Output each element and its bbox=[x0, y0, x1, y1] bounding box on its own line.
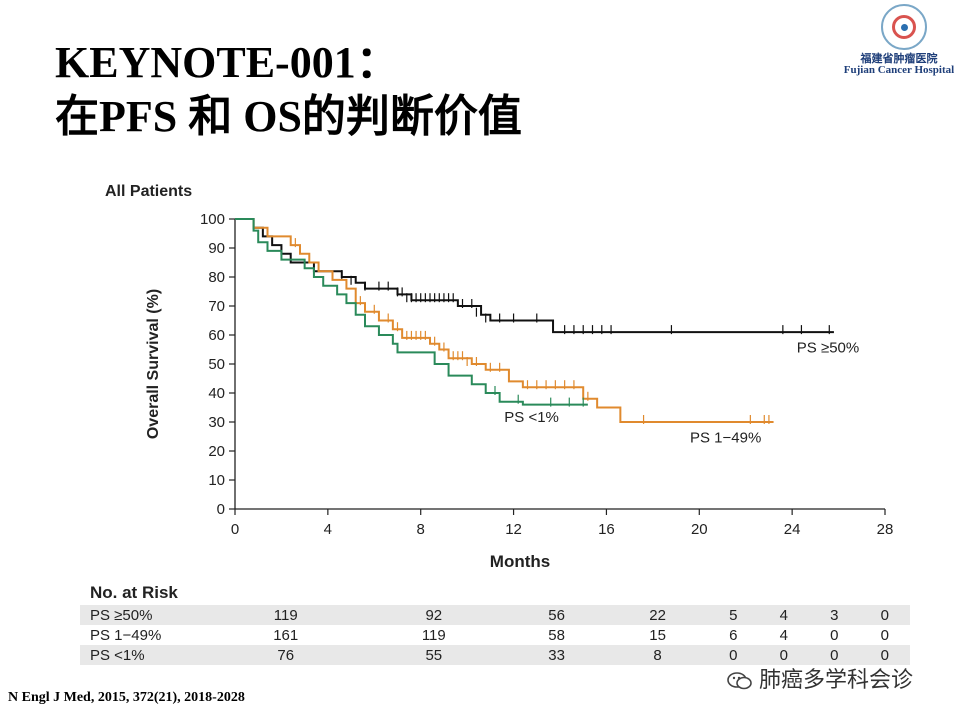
watermark: 肺癌多学科会诊 bbox=[727, 662, 913, 694]
title-line-1: KEYNOTE-001： bbox=[55, 38, 400, 87]
chart-title: All Patients bbox=[105, 183, 192, 200]
risk-cell: 55 bbox=[361, 645, 507, 665]
risk-cell: 119 bbox=[210, 605, 362, 625]
y-tick-label: 100 bbox=[200, 211, 225, 228]
risk-cell: 0 bbox=[880, 626, 889, 644]
risk-cell: 0 bbox=[809, 645, 860, 665]
series-line-0 bbox=[235, 218, 834, 334]
logo-english-name: Fujian Cancer Hospital bbox=[843, 64, 955, 76]
risk-cell: 8 bbox=[607, 645, 709, 665]
risk-cell: 0 bbox=[708, 645, 759, 665]
y-tick-label: 20 bbox=[208, 443, 225, 460]
y-tick-label: 30 bbox=[208, 414, 225, 431]
km-survival-chart: All Patients 0 10 20 30 40 50 60 70 80 90 100 0 4 8 12 1… bbox=[105, 183, 894, 571]
y-tick-label: 70 bbox=[208, 298, 225, 315]
risk-cell: 22 bbox=[607, 605, 709, 625]
x-tick-label: 20 bbox=[691, 521, 708, 538]
risk-table: PS ≥50% 119 92 56 22 5 4 3 0 PS 1−49% 161 119 58 15 6 4… bbox=[80, 605, 910, 665]
risk-row: PS 1−49% 161 119 58 15 6 4 0 0 bbox=[80, 625, 910, 645]
risk-cell: 119 bbox=[421, 626, 446, 644]
x-tick-label: 8 bbox=[417, 521, 425, 538]
risk-cell: 5 bbox=[708, 605, 759, 625]
hospital-emblem-icon bbox=[881, 4, 927, 50]
wechat-icon bbox=[727, 672, 752, 690]
y-tick-label: 80 bbox=[208, 269, 225, 286]
risk-cell: 58 bbox=[548, 626, 565, 644]
x-tick-label: 28 bbox=[877, 521, 894, 538]
title-line-2: 在PFS 和 OS的判断价值 bbox=[55, 92, 522, 141]
risk-cell: 0 bbox=[859, 605, 910, 625]
y-tick-label: 50 bbox=[208, 356, 225, 373]
series-label-1: PS 1−49% bbox=[690, 429, 761, 446]
y-axis-label: Overall Survival (%) bbox=[145, 289, 162, 439]
y-tick-label: 0 bbox=[217, 501, 225, 518]
y-tick-label: 90 bbox=[208, 240, 225, 257]
risk-cell: 92 bbox=[361, 605, 507, 625]
series-line-2 bbox=[235, 218, 588, 406]
risk-cell: 6 bbox=[729, 626, 738, 644]
risk-row-label: PS ≥50% bbox=[80, 605, 210, 625]
risk-cell: 33 bbox=[506, 645, 608, 665]
hospital-logo: 福建省肿瘤医院 Fujian Cancer Hospital bbox=[840, 2, 958, 82]
risk-table-title: No. at Risk bbox=[90, 583, 178, 602]
y-tick-label: 60 bbox=[208, 327, 225, 344]
x-tick-label: 0 bbox=[231, 521, 239, 538]
series-label-0: PS ≥50% bbox=[797, 339, 859, 356]
risk-row-label: PS 1−49% bbox=[90, 626, 162, 644]
risk-cell: 56 bbox=[506, 605, 608, 625]
risk-cell: 161 bbox=[273, 626, 299, 644]
x-tick-label: 24 bbox=[784, 521, 801, 538]
logo-chinese-name: 福建省肿瘤医院 bbox=[860, 52, 938, 65]
citation: N Engl J Med, 2015, 372(21), 2018-2028 bbox=[8, 690, 245, 705]
y-tick-label: 10 bbox=[208, 472, 225, 489]
risk-cell: 0 bbox=[830, 626, 839, 644]
risk-cell: 4 bbox=[779, 626, 788, 644]
risk-cell: 0 bbox=[758, 645, 809, 665]
x-tick-label: 4 bbox=[324, 521, 332, 538]
watermark-text: 肺癌多学科会诊 bbox=[759, 667, 914, 692]
series-line-1 bbox=[235, 218, 774, 423]
x-tick-label: 16 bbox=[598, 521, 615, 538]
risk-cell: 4 bbox=[758, 605, 809, 625]
risk-row-label: PS <1% bbox=[80, 645, 210, 665]
risk-row: PS ≥50% 119 92 56 22 5 4 3 0 bbox=[80, 605, 910, 625]
slide-title: KEYNOTE-001： 在PFS 和 OS的判断价值 bbox=[55, 36, 522, 144]
x-tick-label: 12 bbox=[505, 521, 522, 538]
x-axis-label: Months bbox=[490, 552, 550, 571]
risk-cell: 3 bbox=[809, 605, 860, 625]
risk-cell: 0 bbox=[859, 645, 910, 665]
risk-cell: 76 bbox=[210, 645, 362, 665]
series-label-2: PS <1% bbox=[504, 409, 559, 426]
y-tick-label: 40 bbox=[208, 385, 225, 402]
risk-cell: 15 bbox=[649, 626, 666, 644]
risk-row: PS <1% 76 55 33 8 0 0 0 0 bbox=[80, 645, 910, 665]
